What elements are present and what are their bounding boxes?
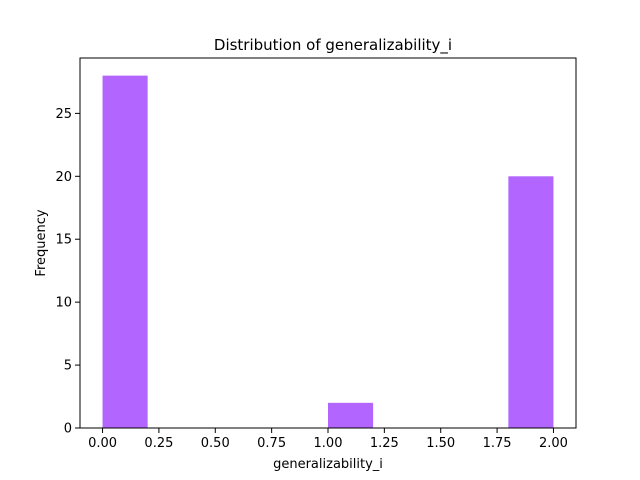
y-axis-label: Frequency [34, 209, 49, 276]
chart-title: Distribution of generalizability_i [214, 36, 452, 55]
plot-frame [79, 57, 577, 429]
x-tick-label: 1.25 [370, 436, 399, 451]
histogram-bar [328, 402, 374, 428]
histogram-bar [508, 176, 554, 428]
y-axis-ticks: 0 5 10 15 20 25 [55, 107, 80, 437]
x-tick-label: 0.00 [88, 436, 117, 451]
y-tick-label: 10 [55, 296, 72, 311]
x-tick-label: 0.50 [201, 436, 230, 451]
bars-group [102, 75, 554, 428]
histogram-bar [102, 75, 148, 428]
y-tick-label: 15 [55, 233, 72, 248]
x-tick-label: 1.75 [483, 436, 512, 451]
x-tick-label: 1.00 [314, 436, 343, 451]
x-axis-ticks: 0.00 0.25 0.50 0.75 1.00 1.25 1.50 1.75 2.00 [88, 428, 568, 451]
y-tick-label: 0 [64, 422, 72, 437]
y-tick-label: 20 [55, 170, 72, 185]
y-tick-label: 5 [64, 359, 72, 374]
x-tick-label: 2.00 [539, 436, 568, 451]
x-tick-label: 0.25 [144, 436, 173, 451]
x-axis-label: generalizability_i [273, 457, 383, 472]
x-tick-label: 1.50 [426, 436, 455, 451]
x-tick-label: 0.75 [257, 436, 286, 451]
y-tick-label: 25 [55, 107, 72, 122]
